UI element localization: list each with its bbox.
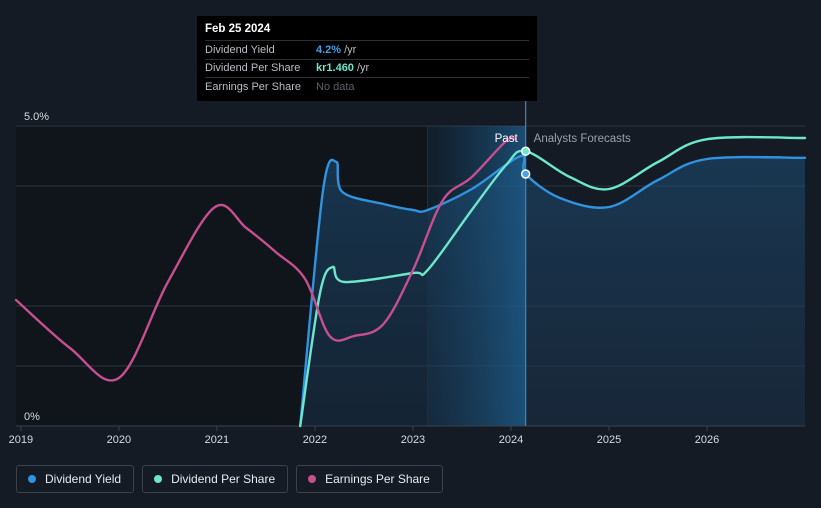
legend-label: Dividend Per Share bbox=[171, 472, 276, 486]
forecast-label: Analysts Forecasts bbox=[534, 133, 631, 145]
legend-dot-icon bbox=[28, 475, 36, 483]
legend-item-earnings-per-share[interactable]: Earnings Per Share bbox=[296, 465, 443, 493]
legend-dot-icon bbox=[308, 475, 317, 483]
tooltip-unit: /yr bbox=[356, 62, 370, 75]
series-line-dividend-per-share bbox=[299, 135, 807, 428]
tooltip-unit: /yr bbox=[344, 43, 357, 56]
series-line-dividend-yield bbox=[299, 154, 807, 428]
series-line-earnings-per-share bbox=[14, 136, 518, 382]
tooltip-value: kr1.460 bbox=[316, 62, 354, 75]
x-tick-label: 2022 bbox=[303, 434, 327, 446]
dividend-yield-area bbox=[300, 155, 805, 426]
tooltip-date: Feb 25 2024 bbox=[205, 23, 271, 35]
dividend-per-share-marker bbox=[520, 146, 531, 156]
x-tick-label: 2019 bbox=[9, 434, 33, 446]
past-label: Past bbox=[495, 133, 519, 145]
x-tick-label: 2020 bbox=[107, 434, 131, 446]
tooltip-row-earnings-per-share: Earnings Per Share No data bbox=[205, 77, 529, 96]
tooltip-label: Dividend Yield bbox=[205, 43, 275, 56]
y-tick-label: 5.0% bbox=[24, 111, 49, 123]
x-tick-label: 2026 bbox=[695, 434, 719, 446]
x-tick-label: 2024 bbox=[499, 434, 523, 446]
legend-item-dividend-yield[interactable]: Dividend Yield bbox=[16, 465, 135, 493]
tooltip-value: 4.2% bbox=[316, 43, 342, 56]
tooltip-label: Dividend Per Share bbox=[205, 62, 301, 75]
legend-label: Earnings Per Share bbox=[325, 472, 430, 486]
tooltip-row-dividend-yield: Dividend Yield 4.2% /yr bbox=[205, 40, 529, 59]
x-tick-label: 2025 bbox=[597, 434, 621, 446]
legend-dot-icon bbox=[154, 475, 163, 483]
tooltip-label: Earnings Per Share bbox=[205, 80, 301, 93]
y-tick-label: 0% bbox=[24, 411, 40, 423]
tooltip-row-dividend-per-share: Dividend Per Share kr1.460 /yr bbox=[205, 58, 529, 78]
tooltip-value: No data bbox=[316, 80, 355, 93]
x-tick-label: 2021 bbox=[205, 434, 229, 446]
legend-item-dividend-per-share[interactable]: Dividend Per Share bbox=[142, 465, 289, 493]
chart-legend: Dividend Yield Dividend Per Share Earnin… bbox=[16, 465, 443, 493]
x-tick-label: 2023 bbox=[401, 434, 425, 446]
chart-tooltip: Feb 25 2024 Dividend Yield 4.2% /yr Divi… bbox=[197, 16, 537, 101]
dividend-yield-marker bbox=[520, 169, 531, 179]
past-region-band bbox=[427, 126, 526, 426]
legend-label: Dividend Yield bbox=[45, 472, 122, 486]
